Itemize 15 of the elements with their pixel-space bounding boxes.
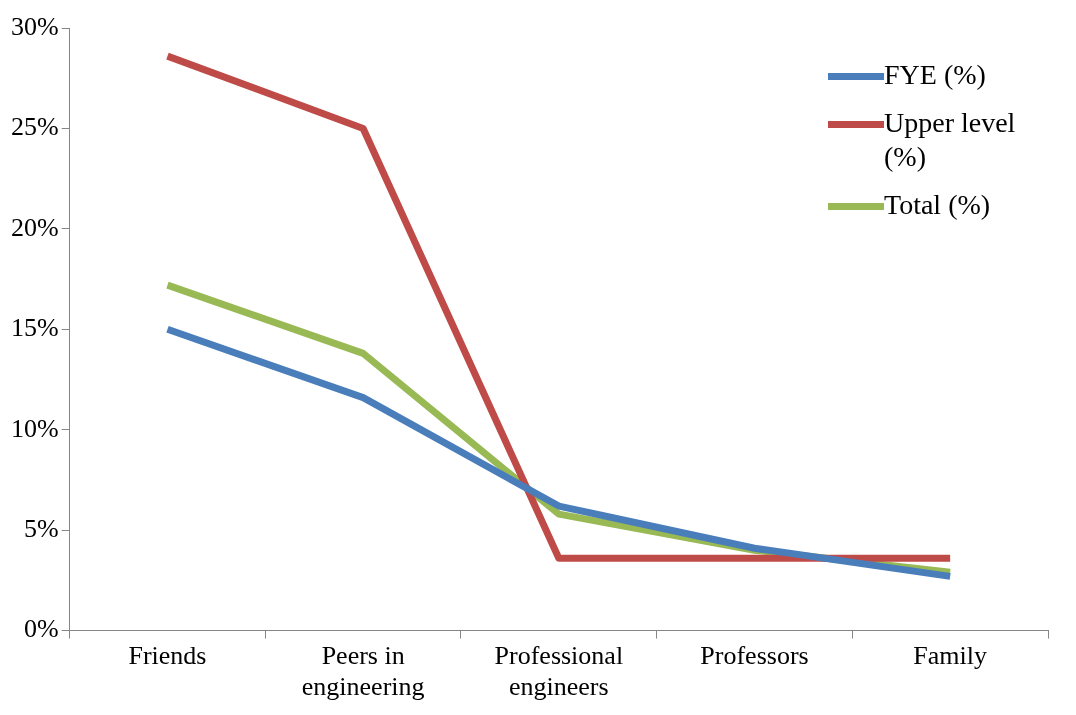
y-tick-label: 10% bbox=[10, 413, 59, 443]
legend-label: FYE (%) bbox=[884, 58, 986, 92]
y-tick-label: 30% bbox=[10, 11, 59, 41]
x-tick-label: Professors bbox=[700, 641, 809, 671]
y-tick-label: 15% bbox=[10, 313, 59, 343]
y-tick-label: 5% bbox=[23, 513, 59, 543]
legend-label: Upper level (%) bbox=[884, 106, 1017, 174]
y-tick-label: 25% bbox=[10, 112, 59, 142]
y-tick-label: 0% bbox=[23, 614, 59, 644]
y-tick-label: 20% bbox=[10, 212, 59, 242]
x-tick-label: Peers in engineering bbox=[301, 641, 425, 702]
legend-label: Total (%) bbox=[884, 188, 991, 222]
x-tick-label: Professional engineers bbox=[494, 641, 624, 702]
x-tick-label: Friends bbox=[128, 641, 207, 671]
x-tick-label: Family bbox=[913, 641, 987, 671]
